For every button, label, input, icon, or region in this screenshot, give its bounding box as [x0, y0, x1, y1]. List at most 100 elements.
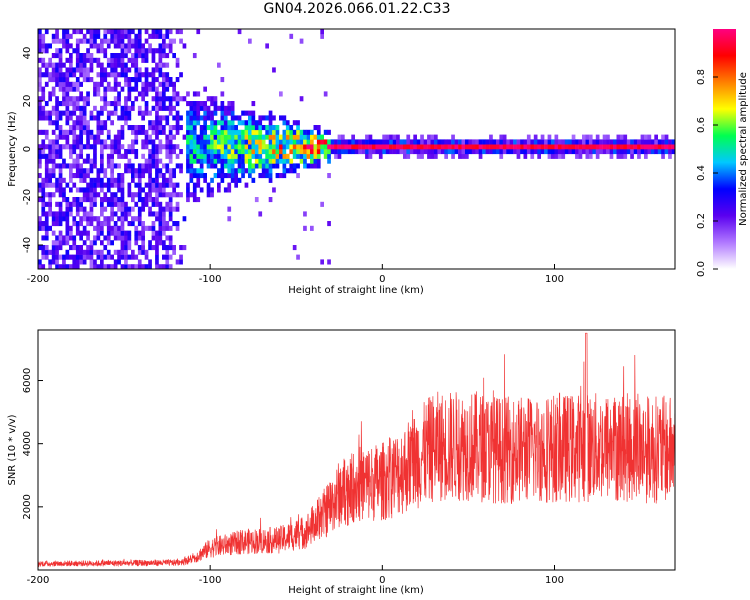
heatmap-cell: [75, 230, 80, 236]
heatmap-cell: [148, 72, 152, 78]
heatmap-cell: [155, 240, 159, 246]
heatmap-cell: [440, 139, 445, 145]
heatmap-cell: [155, 91, 159, 97]
heatmap-cell: [668, 139, 672, 145]
heatmap-cell: [289, 33, 294, 39]
heatmap-cell: [296, 139, 300, 145]
heatmap-cell: [447, 149, 452, 155]
heatmap-cell: [248, 149, 252, 155]
heatmap-cell: [144, 182, 149, 188]
heatmap-cell: [196, 115, 201, 121]
heatmap-cell: [196, 101, 201, 107]
heatmap-cell: [93, 163, 97, 169]
heatmap-cell: [327, 158, 331, 164]
heatmap-cell: [179, 163, 183, 169]
heatmap-cell: [75, 53, 80, 59]
heatmap-cell: [199, 153, 204, 159]
heatmap-cell: [51, 153, 56, 159]
heatmap-cell: [44, 216, 49, 222]
heatmap-cell: [406, 153, 411, 159]
heatmap-cell: [144, 139, 149, 145]
heatmap-cell: [75, 125, 80, 131]
heatmap-cell: [179, 168, 183, 174]
heatmap-cell: [313, 134, 318, 140]
heatmap-cell: [162, 225, 166, 231]
heatmap-cell: [571, 144, 576, 150]
heatmap-cell: [127, 96, 132, 102]
heatmap-cell: [165, 254, 170, 260]
heatmap-cell: [127, 77, 132, 83]
heatmap-cell: [38, 221, 42, 227]
heatmap-cell: [502, 134, 507, 140]
heatmap-cell: [623, 134, 628, 140]
heatmap-cell: [38, 48, 42, 54]
colorbar-tick-label: 0.2: [696, 213, 707, 229]
heatmap-cell: [51, 230, 56, 236]
heatmap-cell: [110, 225, 114, 231]
heatmap-cell: [196, 168, 201, 174]
heatmap-cell: [168, 125, 173, 131]
heatmap-cell: [168, 197, 173, 203]
heatmap-cell: [186, 91, 190, 97]
heatmap-cell: [75, 158, 80, 164]
heatmap-cell: [282, 173, 287, 179]
heatmap-cell: [137, 48, 142, 54]
heatmap-cell: [533, 139, 538, 145]
heatmap-cell: [141, 43, 145, 49]
heatmap-cell: [220, 91, 225, 97]
heatmap-cell: [165, 33, 170, 39]
heatmap-cell: [272, 115, 276, 121]
heatmap-cell: [131, 105, 135, 111]
heatmap-cell: [48, 168, 52, 174]
heatmap-cell: [48, 139, 52, 145]
heatmap-cell: [217, 173, 221, 179]
heatmap-cell: [220, 173, 225, 179]
heatmap-cell: [131, 221, 135, 227]
heatmap-cell: [113, 29, 118, 35]
heatmap-cell: [409, 149, 414, 155]
heatmap-cell: [100, 182, 104, 188]
heatmap-cell: [399, 149, 404, 155]
heatmap-cell: [640, 144, 645, 150]
heatmap-cell: [337, 149, 342, 155]
heatmap-cell: [186, 192, 190, 198]
heatmap-cell: [65, 201, 70, 207]
heatmap-cell: [131, 144, 135, 150]
heatmap-cell: [268, 120, 273, 126]
heatmap-cell: [79, 139, 83, 145]
heatmap-cell: [241, 139, 245, 145]
heatmap-cell: [172, 91, 176, 97]
heatmap-cell: [69, 177, 73, 183]
heatmap-cell: [564, 144, 569, 150]
heatmap-cell: [365, 153, 369, 159]
heatmap-cell: [55, 38, 59, 44]
heatmap-cell: [96, 254, 101, 260]
heatmap-cell: [55, 245, 59, 251]
heatmap-cell: [465, 153, 469, 159]
heatmap-cell: [86, 249, 90, 255]
heatmap-cell: [282, 115, 287, 121]
heatmap-cell: [230, 125, 235, 131]
heatmap-cell: [230, 115, 235, 121]
heatmap-cell: [168, 192, 173, 198]
heatmap-cell: [110, 144, 114, 150]
heatmap-cell: [502, 144, 507, 150]
heatmap-cell: [51, 91, 56, 97]
heatmap-cell: [82, 38, 87, 44]
heatmap-cell: [230, 153, 235, 159]
heatmap-cell: [561, 149, 566, 155]
heatmap-cell: [199, 149, 204, 155]
heatmap-cell: [279, 91, 283, 97]
heatmap-cell: [137, 197, 142, 203]
heatmap-cell: [175, 192, 180, 198]
heatmap-cell: [41, 221, 46, 227]
heatmap-cell: [420, 144, 424, 150]
heatmap-cell: [144, 105, 149, 111]
heatmap-cell: [296, 120, 300, 126]
heatmap-cell: [251, 149, 256, 155]
heatmap-cell: [296, 129, 300, 135]
heatmap-cell: [189, 115, 194, 121]
heatmap-cell: [354, 144, 359, 150]
heatmap-cell: [120, 38, 125, 44]
heatmap-cell: [203, 177, 207, 183]
